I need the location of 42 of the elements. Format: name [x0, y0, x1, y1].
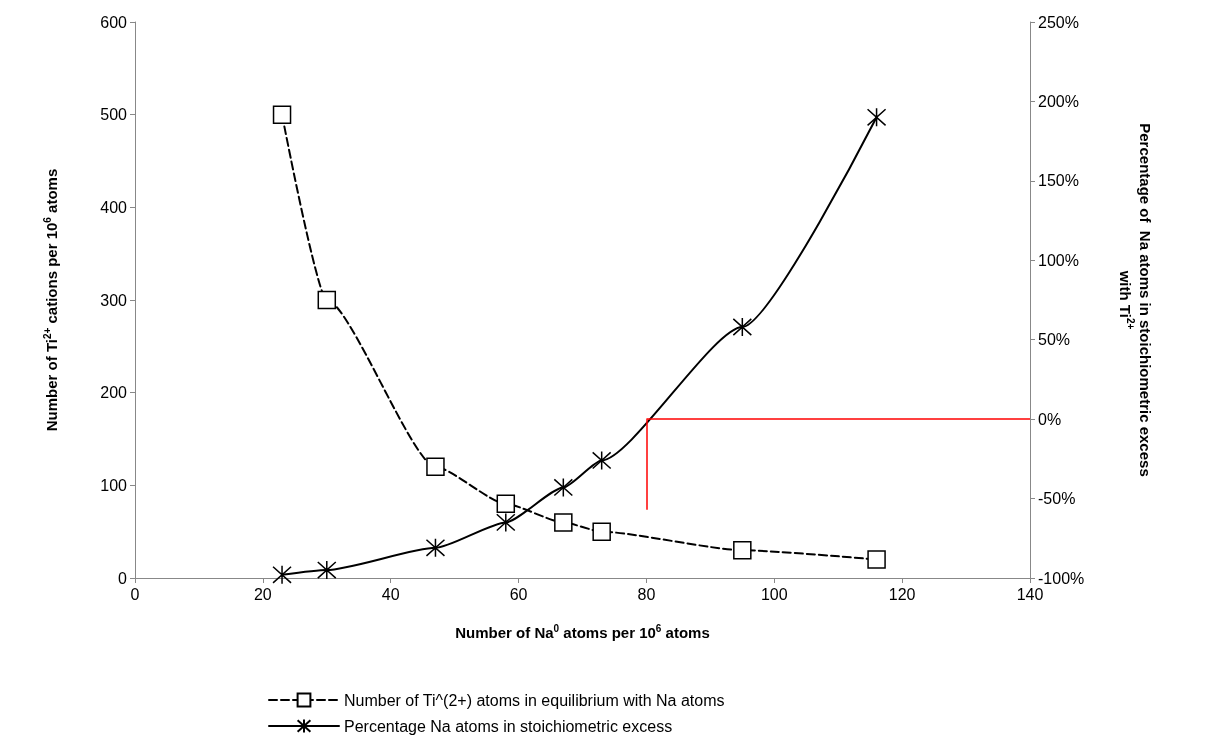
y-tick-label: 500: [100, 106, 128, 124]
point: [426, 457, 445, 477]
point: [554, 513, 573, 532]
y-tick-label: 300: [100, 291, 128, 309]
y2-tick-label: -100%: [1038, 569, 1085, 587]
point: [317, 290, 337, 310]
y-tick-label: 0: [118, 569, 128, 587]
x-tick-label: 40: [381, 585, 400, 603]
x-tick-label: 20: [253, 585, 272, 603]
y-tick-label: 400: [100, 198, 128, 216]
point: [553, 477, 574, 498]
point: [496, 512, 516, 533]
point: [272, 565, 292, 585]
x-tick-label: 60: [509, 585, 528, 603]
y-tick-label: 200: [100, 384, 128, 402]
y2-tick-label: 100%: [1038, 251, 1079, 269]
y-tick-label: 100: [100, 476, 128, 494]
point: [732, 317, 753, 337]
point: [733, 540, 752, 560]
point: [592, 522, 611, 541]
point: [867, 550, 886, 569]
point: [317, 560, 337, 580]
legend-label: Percentage Na atoms in stoichiometric excess: [344, 717, 673, 735]
x-tick-label: 120: [888, 585, 916, 603]
y2-tick-label: 0%: [1038, 410, 1062, 428]
x-tick-label: 0: [130, 585, 140, 603]
point: [591, 450, 612, 471]
point: [272, 105, 292, 124]
point: [866, 107, 887, 128]
y2-tick-label: 200%: [1038, 92, 1079, 110]
x-tick-label: 100: [760, 585, 788, 603]
y2-tick-label: 150%: [1038, 172, 1079, 190]
y2-tick-label: -50%: [1038, 490, 1076, 508]
y2-tick-label: 50%: [1038, 331, 1071, 349]
legend-label: Number of Ti^(2+) atoms in equilibrium with Na atoms: [344, 691, 725, 709]
y-axis-title: Number of Ti2+ cations per 106 atoms: [41, 168, 60, 432]
x-tick-label: 140: [1016, 585, 1044, 603]
point: [425, 538, 446, 558]
x-tick-label: 80: [637, 585, 656, 603]
point: [496, 494, 516, 514]
y2-tick-label: 250%: [1038, 13, 1079, 31]
y-tick-label: 600: [100, 13, 128, 31]
